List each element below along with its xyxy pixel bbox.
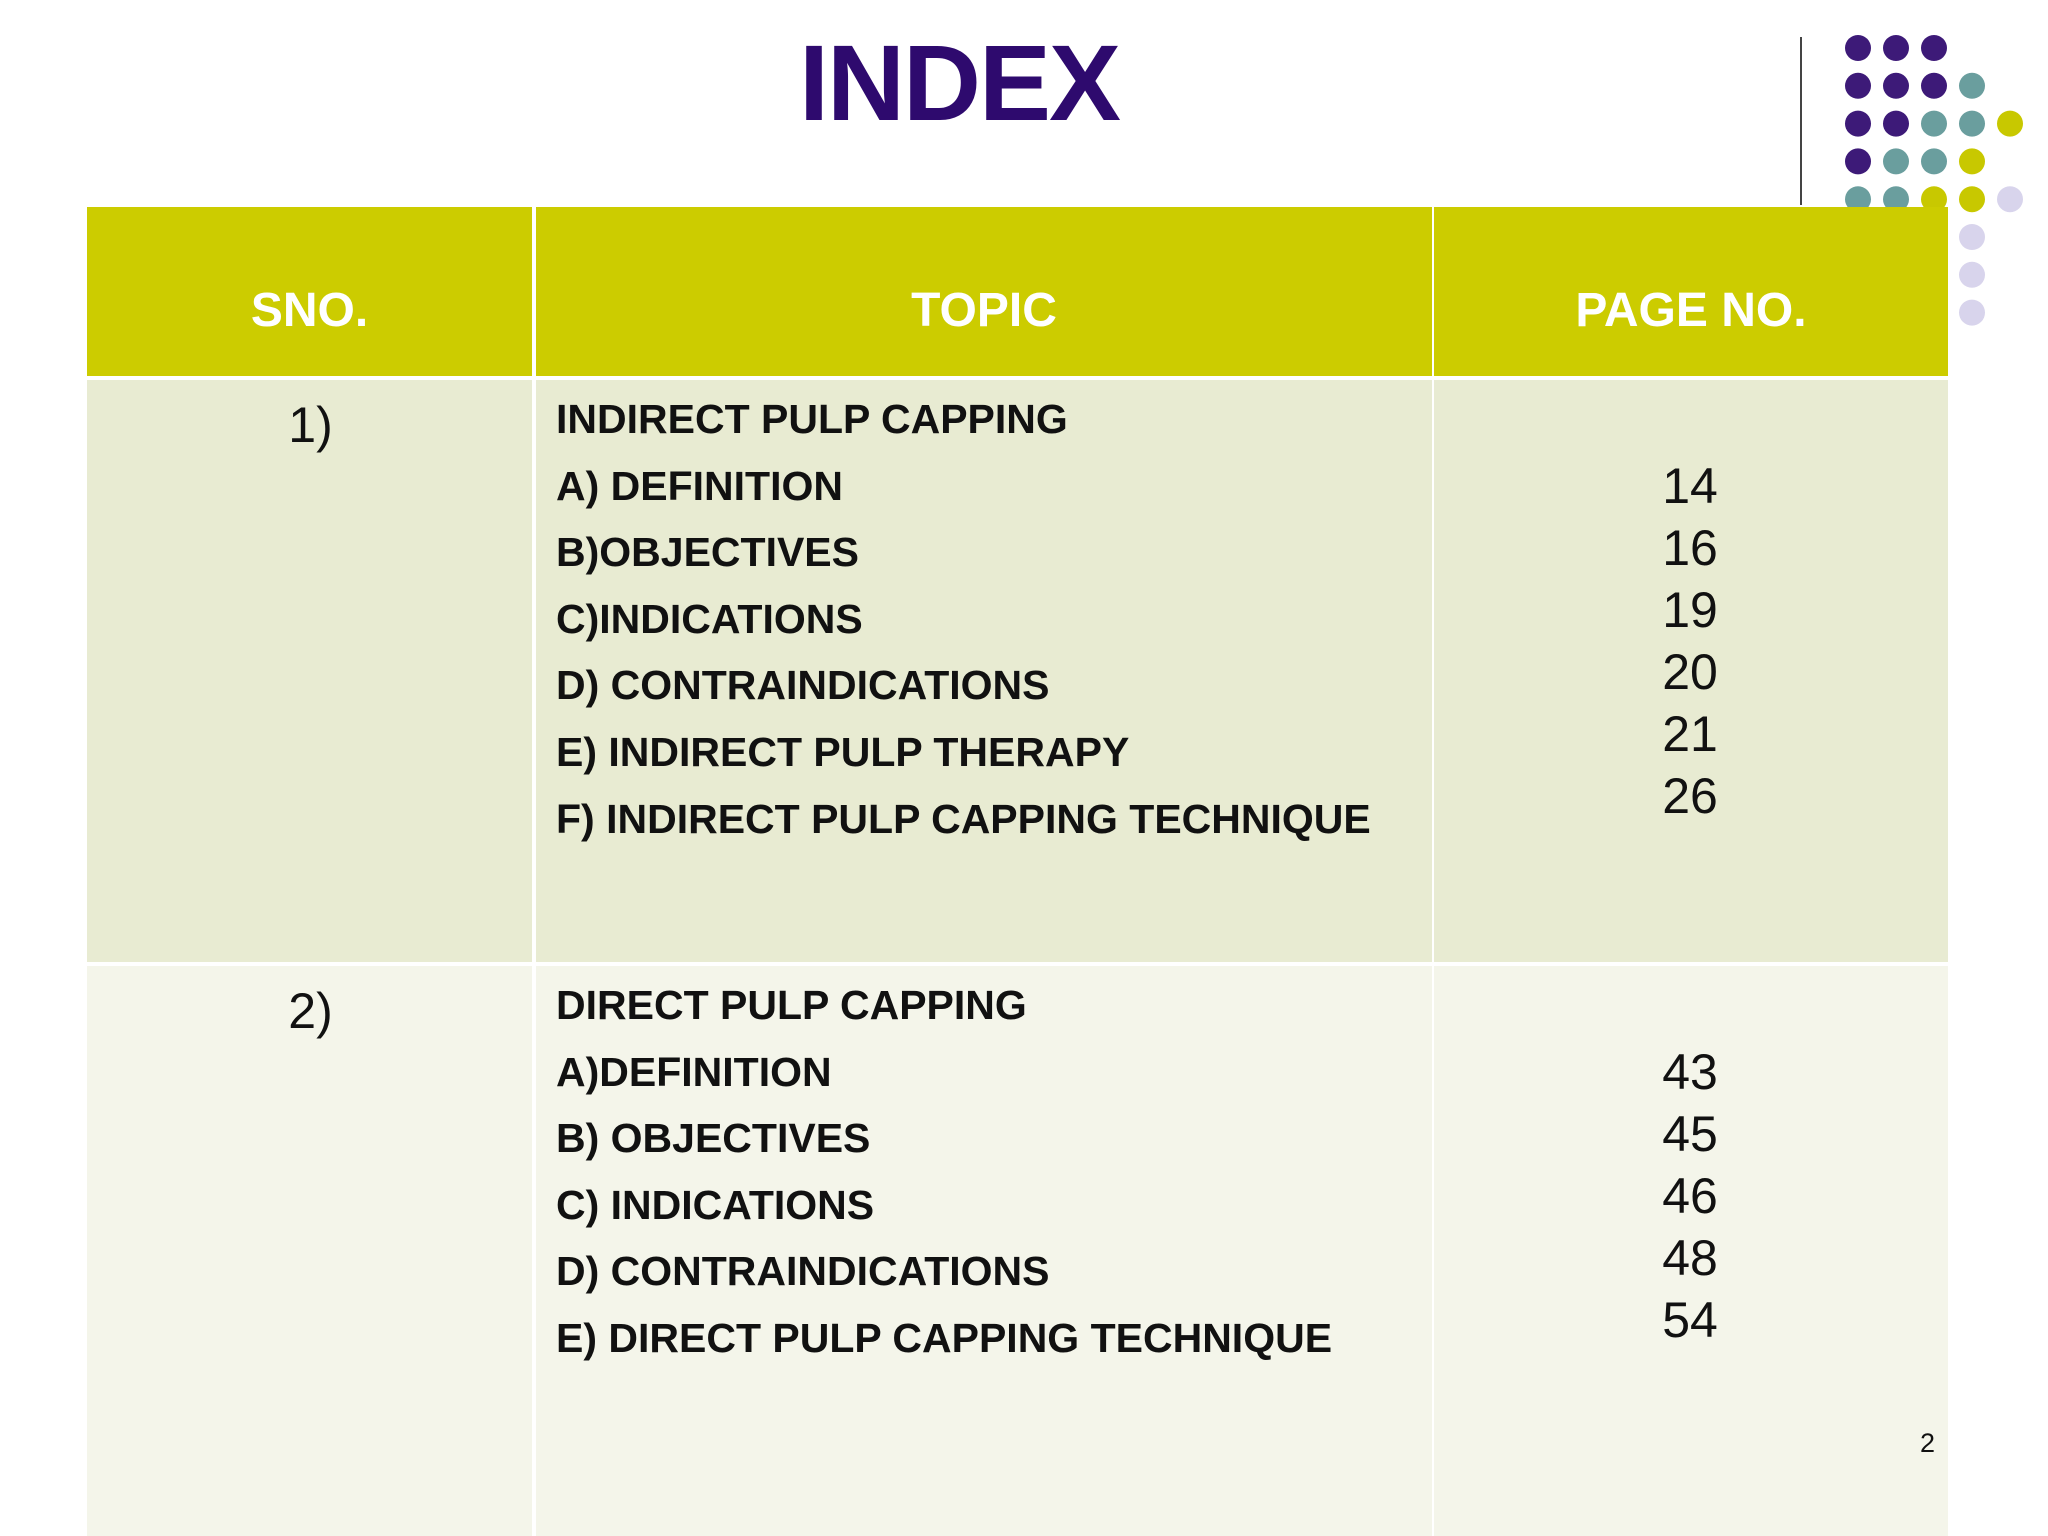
page: 43 <box>1662 1044 1718 1100</box>
page: 26 <box>1662 768 1718 824</box>
topic: C) INDICATIONS <box>556 1181 875 1228</box>
page: 54 <box>1662 1292 1718 1348</box>
row-cell <box>536 966 1432 1536</box>
row-cell <box>87 380 532 962</box>
title: INDEX <box>798 22 1121 143</box>
topic: A)DEFINITION <box>556 1048 832 1095</box>
page: 45 <box>1662 1106 1718 1162</box>
topic: DIRECT PULP CAPPING <box>556 982 1027 1028</box>
page: 46 <box>1662 1168 1718 1224</box>
topic: INDIRECT PULP CAPPING <box>556 396 1068 442</box>
row-cell <box>87 966 532 1536</box>
serial-number: 2) <box>288 983 333 1039</box>
page: 48 <box>1662 1230 1718 1286</box>
topic: D) CONTRAINDICATIONS <box>556 662 1050 709</box>
page-list: 43 45 46 48 54 <box>1432 1041 1948 1351</box>
topic: F) INDIRECT PULP CAPPING TECHNIQUE <box>556 795 1371 842</box>
topic: B)OBJECTIVES <box>556 529 859 576</box>
row-cell <box>1434 966 1948 1536</box>
topic: E) DIRECT PULP CAPPING TECHNIQUE <box>556 1314 1333 1361</box>
row-cell <box>1434 380 1948 962</box>
topic: E) INDIRECT PULP THERAPY <box>556 728 1130 775</box>
header-cell: TOPIC <box>536 207 1432 376</box>
serial-number: 1) <box>288 397 333 453</box>
row-cell <box>536 380 1432 962</box>
topic: B) OBJECTIVES <box>556 1115 871 1162</box>
page: 14 <box>1662 458 1718 514</box>
header-cell: PAGE NO. <box>1434 207 1948 376</box>
page-number: 2 <box>1920 1428 1936 1458</box>
topic-list: DIRECT PULP CAPPING A)DEFINITION B) OBJECT… <box>556 978 1396 1378</box>
topic: A) DEFINITION <box>556 462 843 509</box>
topic-list: INDIRECT PULP CAPPING A) DEFINITION B)OBJE… <box>556 392 1396 858</box>
page: 19 <box>1662 582 1718 638</box>
header-cell: SNO. <box>87 207 532 376</box>
page: 21 <box>1662 706 1718 762</box>
page: 16 <box>1662 520 1718 576</box>
page-list: 14 16 19 20 21 26 <box>1432 455 1948 827</box>
page: 20 <box>1662 644 1718 700</box>
topic: D) CONTRAINDICATIONS <box>556 1248 1050 1295</box>
topic: C)INDICATIONS <box>556 595 863 642</box>
